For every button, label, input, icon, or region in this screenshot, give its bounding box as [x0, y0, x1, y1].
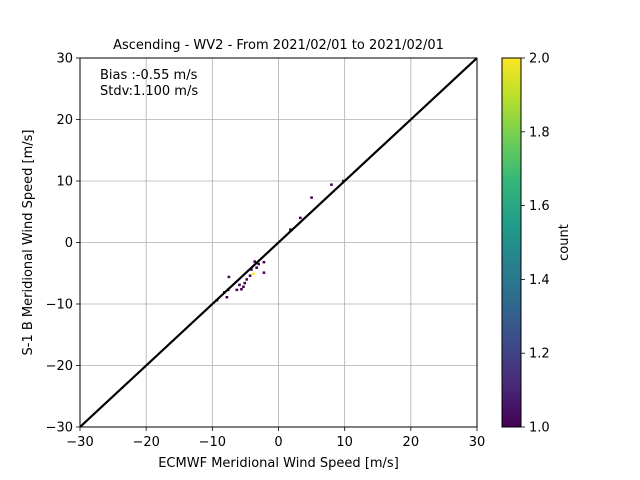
data-bin — [330, 183, 333, 186]
colorbar-tick-label: 1.8 — [529, 125, 550, 140]
data-bin — [252, 272, 255, 276]
x-tick-label: 30 — [469, 435, 486, 450]
y-tick-label: −20 — [46, 359, 73, 374]
x-axis-label: ECMWF Meridional Wind Speed [m/s] — [158, 456, 399, 471]
data-bin — [235, 288, 239, 292]
y-axis-label: S-1 B Meridional Wind Speed [m/s] — [21, 130, 36, 356]
y-tick-label: 0 — [65, 236, 73, 251]
colorbar-label: count — [557, 224, 572, 261]
data-bin — [255, 266, 258, 269]
bias-annotation: Bias :-0.55 m/s — [100, 68, 198, 83]
stdv-annotation: Stdv:1.100 m/s — [100, 84, 198, 99]
y-axis-ticks: −30 −20 −10 0 10 20 30 — [46, 52, 80, 436]
y-tick-label: 30 — [56, 52, 73, 67]
y-tick-label: 10 — [56, 175, 73, 190]
data-bin — [248, 274, 252, 277]
colorbar-ticks: 1.0 1.2 1.4 1.6 1.8 2.0 — [521, 52, 550, 436]
x-tick-label: −20 — [132, 435, 159, 450]
data-bin — [262, 271, 266, 274]
data-bin — [240, 288, 243, 291]
data-bin — [289, 228, 292, 231]
identity-reference-line — [80, 58, 477, 427]
data-bin — [227, 275, 231, 279]
data-bin — [310, 196, 313, 199]
x-tick-label: 10 — [336, 435, 353, 450]
y-tick-label: −30 — [46, 421, 73, 436]
data-bin — [262, 260, 266, 264]
data-bin — [225, 296, 229, 299]
y-tick-label: 20 — [56, 113, 73, 128]
data-bin — [245, 278, 249, 281]
colorbar-tick-label: 1.6 — [529, 199, 550, 214]
data-bin — [253, 260, 257, 263]
data-bin — [238, 283, 241, 287]
x-tick-label: −30 — [66, 435, 93, 450]
data-bin — [299, 216, 302, 220]
data-bin — [250, 268, 253, 271]
data-bin — [242, 285, 245, 289]
data-bin — [257, 262, 260, 266]
y-tick-label: −10 — [46, 298, 73, 313]
x-axis-ticks: −30 −20 −10 0 10 20 30 — [66, 427, 485, 450]
chart-title: Ascending - WV2 - From 2021/02/01 to 202… — [113, 38, 444, 53]
colorbar-tick-label: 1.2 — [529, 347, 550, 362]
colorbar — [501, 57, 522, 428]
x-tick-label: 0 — [274, 435, 282, 450]
x-tick-label: −10 — [199, 435, 226, 450]
colorbar-tick-label: 1.0 — [529, 421, 550, 436]
x-tick-label: 20 — [403, 435, 420, 450]
colorbar-tick-label: 1.4 — [529, 273, 550, 288]
colorbar-tick-label: 2.0 — [529, 52, 550, 67]
data-bin — [243, 281, 247, 285]
